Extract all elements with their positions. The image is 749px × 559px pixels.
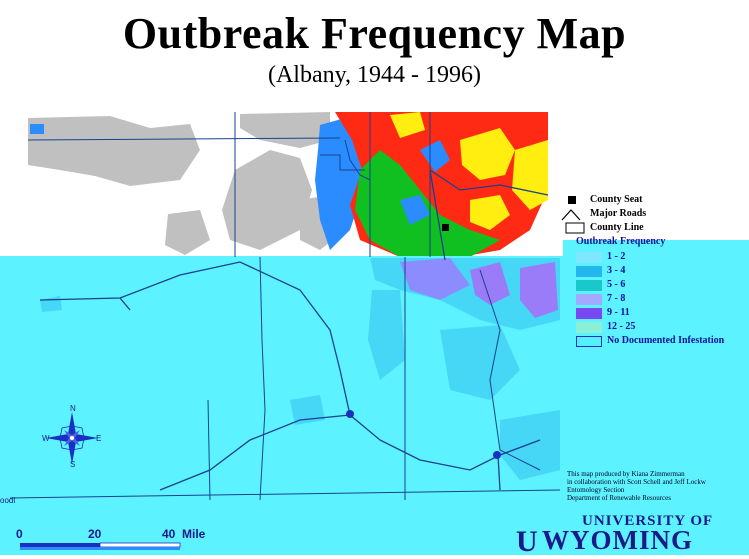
legend-county-seat: County Seat: [590, 194, 643, 205]
legend-class-none: No Documented Infestation: [607, 335, 725, 346]
county-seat-square-icon: [568, 196, 576, 204]
blue-zone: [315, 118, 368, 250]
county-lines: [9, 112, 561, 501]
compass-w: W: [42, 434, 50, 443]
county-seat-marker: [493, 451, 501, 459]
university-line1: UNIVERSITY OF: [582, 513, 714, 529]
county-seat-marker: [442, 224, 449, 231]
legend-major-roads: Major Roads: [590, 208, 647, 219]
scale-tick-0: 0: [16, 527, 23, 541]
compass-rose: [46, 412, 98, 464]
legend-class-1-2: 1 - 2: [607, 251, 626, 262]
map-subtitle: (Albany, 1944 - 1996): [267, 62, 482, 88]
university-line2: WYOMING: [542, 525, 693, 555]
legend-class-12-25: 12 - 25: [607, 321, 636, 332]
legend-swatch-5-6: [576, 280, 602, 291]
edge-text: oodl: [0, 496, 16, 505]
legend-class-7-8: 7 - 8: [607, 293, 626, 304]
legend-swatch-9-11: [576, 308, 602, 319]
legend-class-5-6: 5 - 6: [607, 279, 626, 290]
scale-tick-40: 40: [162, 527, 176, 541]
gray-region-top: [240, 112, 330, 148]
legend-class-9-11: 9 - 11: [607, 307, 630, 318]
credit-line: Department of Renewable Resources: [567, 494, 671, 502]
overlay-zones: [40, 258, 560, 480]
gray-region-mid: [222, 150, 312, 250]
yellow-zone-3: [390, 112, 425, 138]
credit-line: This map produced by Kiana Zimmerman: [567, 470, 685, 478]
map-credits: This map produced by Kiana Zimmerman in …: [567, 470, 706, 502]
yellow-zone-1: [460, 128, 515, 180]
credit-line: in collaboration with Scott Schell and J…: [567, 478, 706, 486]
uw-logo-icon: U: [516, 525, 538, 558]
scale-bar: [20, 542, 181, 550]
legend-class-3-4: 3 - 4: [607, 265, 626, 276]
road-line-icon: [561, 209, 581, 221]
legend-swatch-none: [576, 336, 602, 347]
upper-map-region: [28, 112, 548, 257]
scale-unit: Mile: [182, 527, 206, 541]
legend-frequency-title: Outbreak Frequency: [576, 236, 666, 247]
county-seat-marker: [346, 410, 354, 418]
credit-line: Entomology Section: [567, 486, 625, 494]
county-line-box-icon: [565, 222, 585, 234]
major-roads: [39, 169, 549, 491]
compass-e: E: [96, 434, 102, 443]
legend-swatch-1-2: [576, 252, 602, 263]
scale-tick-20: 20: [88, 527, 102, 541]
legend-swatch-3-4: [576, 266, 602, 277]
legend-county-line: County Line: [590, 222, 644, 233]
gray-region-left: [28, 116, 200, 186]
legend-symbols: [561, 196, 585, 234]
legend-swatch-12-25: [576, 322, 602, 333]
green-zone: [355, 150, 500, 257]
compass-n: N: [70, 404, 76, 413]
compass-s: S: [70, 460, 76, 469]
legend-swatch-7-8: [576, 294, 602, 305]
map-title: Outbreak Frequency Map: [122, 9, 627, 58]
